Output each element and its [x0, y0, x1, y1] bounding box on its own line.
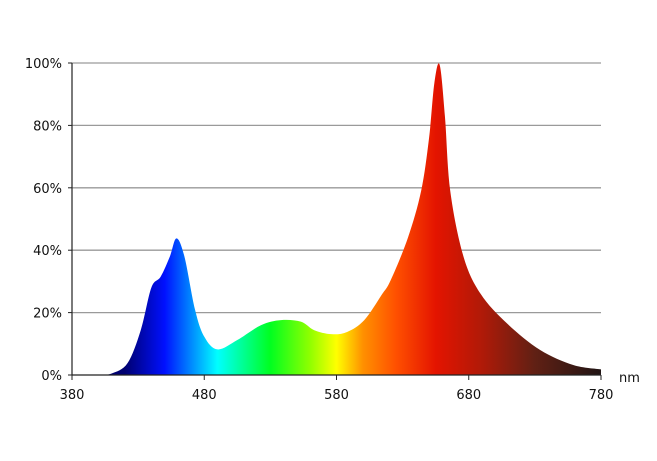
- y-tick-label: 80%: [33, 119, 62, 134]
- x-tick-labels: 380 480 580 680 780: [60, 388, 614, 403]
- x-tick-label: 680: [456, 388, 481, 403]
- y-tick-label: 60%: [33, 182, 62, 197]
- x-tick-label: 380: [60, 388, 85, 403]
- x-tick-label: 780: [589, 388, 614, 403]
- x-tick-label: 580: [324, 388, 349, 403]
- y-tick-label: 40%: [33, 244, 62, 259]
- y-tick-label: 0%: [41, 369, 62, 384]
- y-tick-label: 20%: [33, 307, 62, 322]
- spectrum-area: [72, 63, 601, 376]
- axes: [71, 63, 602, 380]
- y-tick-label: 100%: [25, 57, 62, 72]
- y-tick-labels: 0% 20% 40% 60% 80% 100%: [25, 57, 62, 384]
- x-axis-unit-label: nm: [619, 371, 640, 386]
- x-tick-label: 480: [192, 388, 217, 403]
